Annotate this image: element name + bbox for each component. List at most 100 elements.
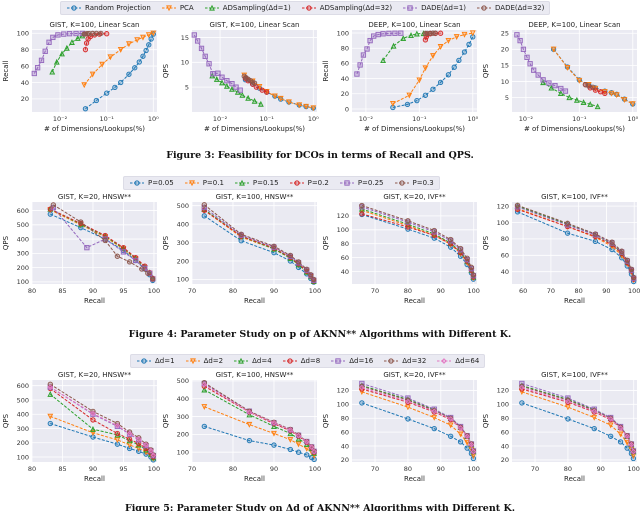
data-point <box>84 244 90 251</box>
legend-item: DADE(Δd=32) <box>476 4 544 12</box>
data-point <box>357 62 363 68</box>
y-tick-label: 80 <box>341 415 349 423</box>
data-point <box>61 31 67 37</box>
y-tick-label: 60 <box>21 62 29 70</box>
legend-item: P=0.2 <box>289 179 329 187</box>
fig3-chart-deep-recall: 10⁻² 10⁻¹ 10⁰ 0 20 40 60 80 100 DEEP, K=100, Line… <box>322 21 479 133</box>
data-point <box>520 46 527 52</box>
data-point <box>364 46 370 52</box>
chart-title: DEEP, K=100, Linear Scan <box>368 21 460 29</box>
data-point <box>617 431 624 438</box>
data-point <box>210 71 216 77</box>
data-point <box>229 85 235 92</box>
data-point <box>126 41 132 48</box>
data-point <box>431 414 438 421</box>
data-point <box>126 437 133 444</box>
chart-title: GIST, K=20, IVF** <box>383 193 446 201</box>
y-tick-label: 100 <box>177 276 189 284</box>
y-tick-label: 80 <box>501 235 509 243</box>
y-tick-label: 300 <box>177 239 189 247</box>
legend-item: P=0.15 <box>234 179 279 187</box>
data-point <box>90 410 96 417</box>
legend-label: ADSampling(Δd=1) <box>222 4 291 12</box>
y-tick-label: 20 <box>341 456 349 464</box>
y-tick-label: 600 <box>17 382 29 390</box>
series-5 <box>422 30 439 37</box>
data-point <box>422 65 429 72</box>
y-tick-label: 60 <box>501 252 509 260</box>
plot-area <box>192 380 317 462</box>
data-point <box>464 439 471 446</box>
data-point <box>107 54 114 61</box>
legend-marker-icon <box>130 180 144 186</box>
y-tick-label: 40 <box>501 442 509 450</box>
data-point <box>565 416 571 422</box>
data-point <box>367 37 373 44</box>
data-point <box>630 448 637 455</box>
x-tick-label: 70 <box>371 465 379 473</box>
data-point <box>607 422 614 429</box>
data-point <box>206 61 212 67</box>
x-tick-label: 100 <box>467 465 479 473</box>
data-point <box>201 404 208 410</box>
data-point <box>295 449 302 455</box>
data-point <box>49 68 56 75</box>
x-tick-label: 100 <box>309 287 321 295</box>
series-line <box>392 36 474 108</box>
data-point <box>287 427 294 433</box>
data-point <box>78 219 84 225</box>
data-point <box>380 57 387 64</box>
fig4-chart-gist-k100-hnsw: 70 80 90 100 100 200 300 400 500 GIST, K=100, HNS… <box>162 193 321 305</box>
chart-title: DEEP, K=100, Linear Scan <box>528 21 620 29</box>
series-0 <box>519 400 637 462</box>
legend-marker-icon <box>289 180 304 186</box>
data-point <box>609 246 615 253</box>
y-tick-label: 500 <box>17 221 29 229</box>
data-point <box>201 386 208 393</box>
data-point <box>126 71 132 77</box>
data-point <box>431 425 437 432</box>
fig5-chart-gist-k20-hnsw: 80 85 90 95 100 100 200 300 400 500 600 GIST, K=20,… <box>2 371 160 483</box>
data-point <box>592 231 598 237</box>
x-axis-label: # of Dimensions/Lookups(%) <box>524 125 625 133</box>
series-1 <box>81 30 157 89</box>
x-tick-label: 70 <box>188 465 196 473</box>
data-point <box>277 95 284 102</box>
data-point <box>120 244 127 251</box>
legend-label: ADSampling(Δd=32) <box>319 4 393 12</box>
series-1 <box>389 30 476 107</box>
data-point <box>602 90 608 96</box>
data-point <box>50 202 56 208</box>
data-point <box>398 30 404 36</box>
y-tick-label: 40 <box>341 268 349 276</box>
legend-item: Δd=2 <box>185 357 223 365</box>
x-tick-label: 100 <box>148 287 160 295</box>
series-2 <box>209 72 264 107</box>
data-point <box>608 433 614 439</box>
fig3-chart-gist-qps: 10⁻² 10⁻¹ 10⁰ 5 10 15 GIST, K=100, Linear Scan… <box>162 21 319 133</box>
y-tick-label: 600 <box>17 207 29 215</box>
data-point <box>466 41 472 48</box>
series-line <box>521 402 634 459</box>
data-point <box>430 53 436 60</box>
y-tick-label: 120 <box>337 387 349 395</box>
legend-label: DADE(Δd=1) <box>421 4 467 12</box>
x-tick-label: 10⁻² <box>213 115 228 123</box>
fig3-caption: Figure 3: Feasibility for DCOs in terms … <box>166 150 474 161</box>
series-line <box>50 213 154 281</box>
data-point <box>464 445 470 451</box>
data-point <box>587 101 594 107</box>
data-point <box>405 416 411 422</box>
data-point <box>514 202 521 208</box>
data-point <box>519 400 525 406</box>
y-tick-label: 80 <box>21 46 29 54</box>
data-point <box>213 75 220 82</box>
series-line <box>517 204 635 278</box>
data-point <box>98 30 104 37</box>
y-axis-label: QPS <box>482 413 490 428</box>
data-point <box>194 38 201 44</box>
data-point <box>120 249 127 255</box>
legend-item: Δd=64 <box>436 357 479 365</box>
data-point <box>310 105 317 112</box>
data-point <box>405 398 411 405</box>
